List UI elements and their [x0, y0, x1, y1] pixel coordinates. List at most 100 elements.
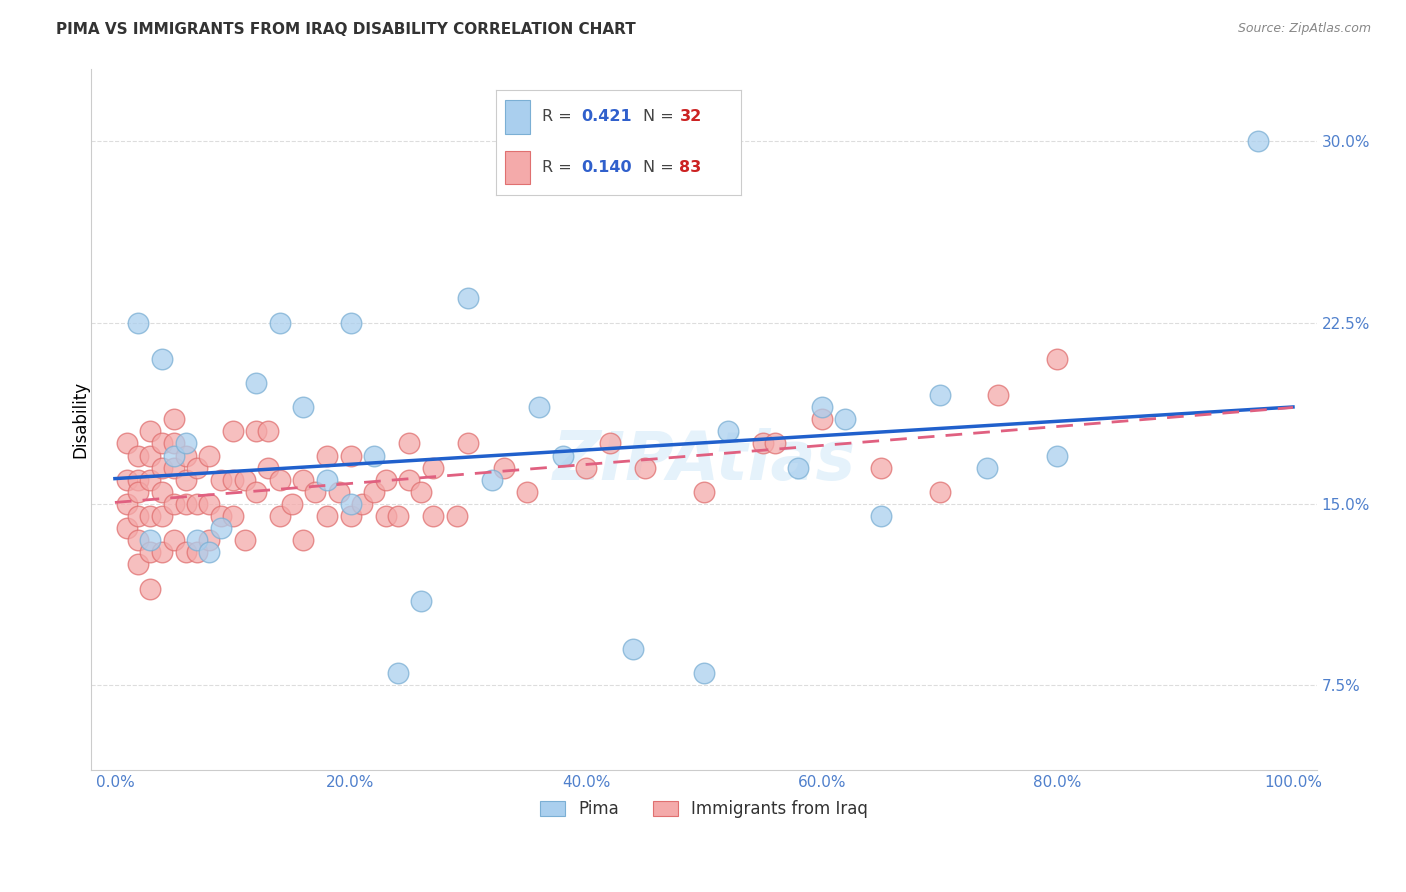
Point — [127, 558, 149, 572]
Point — [209, 473, 232, 487]
Point — [339, 449, 361, 463]
Point — [186, 545, 208, 559]
Point — [115, 436, 138, 450]
Point — [869, 460, 891, 475]
Point — [834, 412, 856, 426]
Point — [269, 473, 291, 487]
Point — [150, 436, 173, 450]
Point — [115, 497, 138, 511]
Point — [398, 473, 420, 487]
Point — [810, 400, 832, 414]
Point — [422, 508, 444, 523]
Point — [575, 460, 598, 475]
Point — [339, 316, 361, 330]
Point — [928, 388, 950, 402]
Point — [150, 484, 173, 499]
Point — [245, 484, 267, 499]
Point — [292, 473, 315, 487]
Point — [150, 351, 173, 366]
Point — [174, 473, 197, 487]
Point — [621, 642, 644, 657]
Point — [292, 533, 315, 548]
Point — [139, 545, 162, 559]
Point — [316, 449, 339, 463]
Point — [492, 460, 515, 475]
Point — [457, 291, 479, 305]
Point — [127, 449, 149, 463]
Point — [139, 533, 162, 548]
Point — [339, 508, 361, 523]
Point — [186, 533, 208, 548]
Point — [198, 497, 221, 511]
Point — [304, 484, 326, 499]
Point — [139, 473, 162, 487]
Text: ZIPAtlas: ZIPAtlas — [553, 428, 855, 494]
Point — [257, 460, 280, 475]
Point — [976, 460, 998, 475]
Point — [222, 473, 245, 487]
Point — [163, 412, 186, 426]
Point — [269, 316, 291, 330]
Point — [174, 436, 197, 450]
Point — [163, 497, 186, 511]
Point — [374, 473, 396, 487]
Point — [387, 666, 409, 681]
Point — [186, 460, 208, 475]
Point — [150, 508, 173, 523]
Point — [446, 508, 468, 523]
Point — [174, 545, 197, 559]
Point — [209, 521, 232, 535]
Point — [457, 436, 479, 450]
Point — [127, 473, 149, 487]
Point — [1046, 449, 1069, 463]
Point — [115, 521, 138, 535]
Point — [787, 460, 810, 475]
Text: PIMA VS IMMIGRANTS FROM IRAQ DISABILITY CORRELATION CHART: PIMA VS IMMIGRANTS FROM IRAQ DISABILITY … — [56, 22, 636, 37]
Point — [398, 436, 420, 450]
Point — [411, 593, 433, 607]
Y-axis label: Disability: Disability — [72, 381, 89, 458]
Point — [516, 484, 538, 499]
Point — [352, 497, 374, 511]
Point — [481, 473, 503, 487]
Point — [163, 460, 186, 475]
Point — [198, 449, 221, 463]
Point — [222, 508, 245, 523]
Point — [810, 412, 832, 426]
Point — [139, 425, 162, 439]
Point — [869, 508, 891, 523]
Point — [127, 508, 149, 523]
Point — [209, 508, 232, 523]
Point — [127, 316, 149, 330]
Point — [527, 400, 550, 414]
Point — [198, 533, 221, 548]
Point — [928, 484, 950, 499]
Point — [174, 497, 197, 511]
Legend: Pima, Immigrants from Iraq: Pima, Immigrants from Iraq — [533, 794, 875, 825]
Point — [150, 545, 173, 559]
Point — [316, 473, 339, 487]
Point — [257, 425, 280, 439]
Point — [316, 508, 339, 523]
Point — [292, 400, 315, 414]
Point — [328, 484, 350, 499]
Point — [233, 533, 256, 548]
Point — [752, 436, 775, 450]
Point — [233, 473, 256, 487]
Point — [163, 436, 186, 450]
Point — [599, 436, 621, 450]
Point — [245, 376, 267, 390]
Point — [411, 484, 433, 499]
Point — [127, 484, 149, 499]
Point — [163, 449, 186, 463]
Point — [174, 449, 197, 463]
Point — [163, 533, 186, 548]
Point — [139, 582, 162, 596]
Text: Source: ZipAtlas.com: Source: ZipAtlas.com — [1237, 22, 1371, 36]
Point — [693, 666, 716, 681]
Point — [363, 484, 385, 499]
Point — [339, 497, 361, 511]
Point — [422, 460, 444, 475]
Point — [198, 545, 221, 559]
Point — [387, 508, 409, 523]
